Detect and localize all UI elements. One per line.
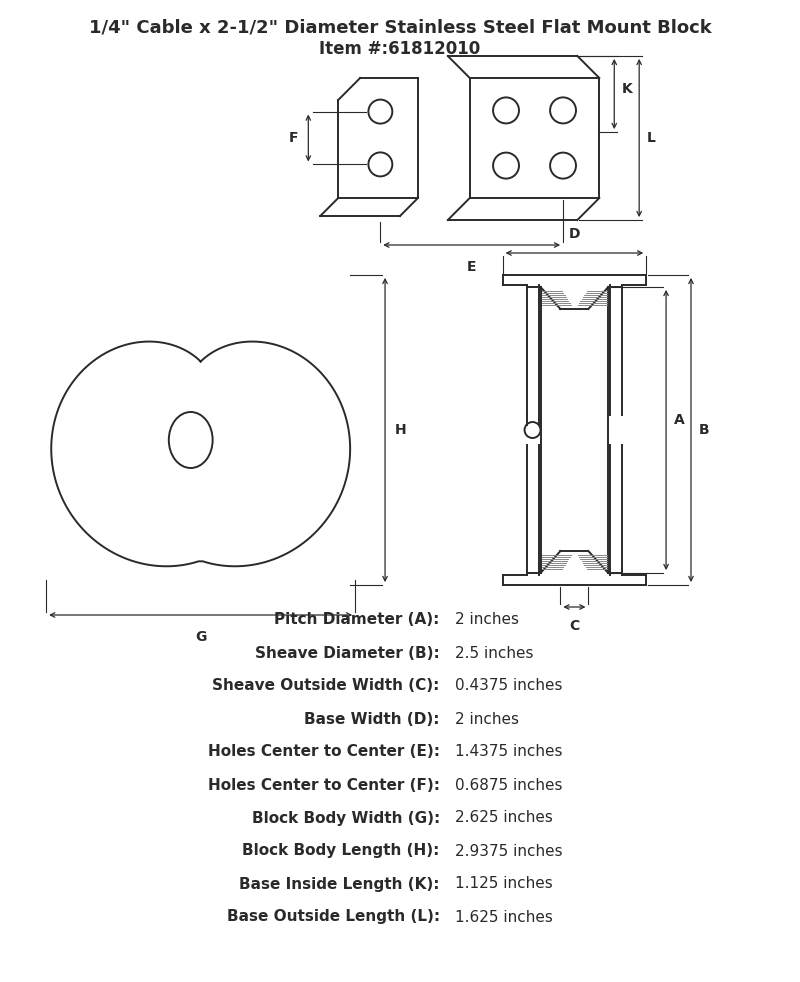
Text: D: D: [569, 227, 580, 241]
Text: 1.125 inches: 1.125 inches: [455, 877, 553, 892]
Text: A: A: [674, 413, 685, 427]
Text: 0.6875 inches: 0.6875 inches: [455, 778, 562, 792]
Text: Holes Center to Center (F):: Holes Center to Center (F):: [208, 778, 440, 792]
Text: Sheave Diameter (B):: Sheave Diameter (B):: [255, 645, 440, 661]
Text: 1/4" Cable x 2-1/2" Diameter Stainless Steel Flat Mount Block: 1/4" Cable x 2-1/2" Diameter Stainless S…: [89, 18, 711, 36]
Text: G: G: [195, 630, 206, 644]
Text: Block Body Length (H):: Block Body Length (H):: [242, 844, 440, 858]
Text: Base Width (D):: Base Width (D):: [304, 712, 440, 727]
Text: 2.625 inches: 2.625 inches: [455, 810, 553, 826]
Text: 0.4375 inches: 0.4375 inches: [455, 679, 562, 693]
Text: H: H: [395, 423, 406, 437]
Text: F: F: [289, 131, 298, 145]
Text: Sheave Outside Width (C):: Sheave Outside Width (C):: [213, 679, 440, 693]
Text: Block Body Width (G):: Block Body Width (G):: [252, 810, 440, 826]
Text: 1.625 inches: 1.625 inches: [455, 909, 553, 924]
Text: K: K: [622, 82, 633, 96]
Text: C: C: [570, 619, 579, 633]
Text: 2.5 inches: 2.5 inches: [455, 645, 534, 661]
Text: 2.9375 inches: 2.9375 inches: [455, 844, 562, 858]
Text: Pitch Diameter (A):: Pitch Diameter (A):: [274, 613, 440, 627]
Text: 2 inches: 2 inches: [455, 613, 519, 627]
Text: 1.4375 inches: 1.4375 inches: [455, 744, 562, 759]
Text: Holes Center to Center (E):: Holes Center to Center (E):: [208, 744, 440, 759]
Text: E: E: [467, 260, 477, 274]
Text: 2 inches: 2 inches: [455, 712, 519, 727]
Text: Item #:61812010: Item #:61812010: [319, 40, 481, 58]
Text: Base Inside Length (K):: Base Inside Length (K):: [239, 877, 440, 892]
Text: B: B: [699, 423, 710, 437]
Text: Base Outside Length (L):: Base Outside Length (L):: [226, 909, 440, 924]
Text: L: L: [647, 131, 656, 145]
